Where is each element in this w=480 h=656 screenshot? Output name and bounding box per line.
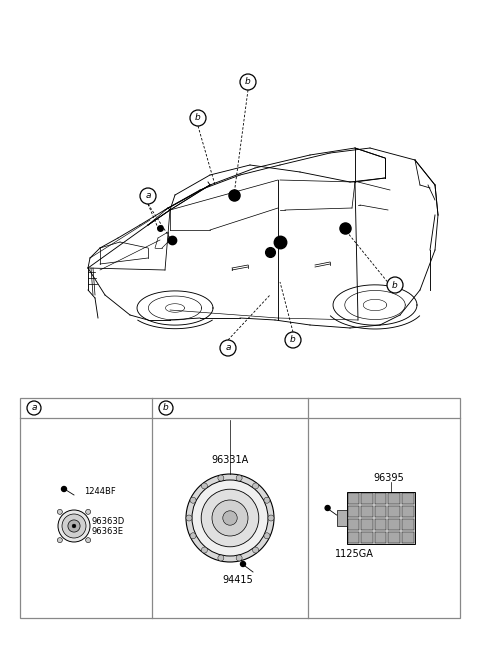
- Bar: [402, 506, 414, 517]
- Circle shape: [58, 510, 90, 542]
- Text: 96363E: 96363E: [91, 527, 123, 535]
- Circle shape: [85, 538, 91, 543]
- Bar: [388, 506, 400, 517]
- Text: 96331A: 96331A: [211, 455, 249, 465]
- Circle shape: [202, 547, 207, 553]
- Bar: [402, 532, 414, 543]
- Circle shape: [201, 489, 259, 547]
- Text: b: b: [290, 335, 296, 344]
- Circle shape: [57, 509, 62, 514]
- Bar: [402, 519, 414, 530]
- Circle shape: [68, 520, 80, 532]
- Text: b: b: [195, 113, 201, 123]
- Circle shape: [325, 506, 330, 510]
- Bar: [402, 493, 414, 504]
- Bar: [361, 519, 373, 530]
- Bar: [388, 519, 400, 530]
- Text: a: a: [145, 192, 151, 201]
- Text: 1125GA: 1125GA: [335, 549, 373, 559]
- Circle shape: [264, 533, 270, 539]
- Circle shape: [190, 497, 196, 503]
- Bar: [348, 506, 359, 517]
- Circle shape: [212, 500, 248, 536]
- Circle shape: [236, 555, 242, 561]
- Circle shape: [57, 538, 62, 543]
- Circle shape: [220, 340, 236, 356]
- Circle shape: [190, 110, 206, 126]
- Circle shape: [61, 487, 67, 491]
- Bar: [388, 493, 400, 504]
- Circle shape: [202, 483, 207, 489]
- Bar: [375, 519, 386, 530]
- Bar: [20, 398, 460, 618]
- Text: 96395: 96395: [373, 473, 404, 483]
- Circle shape: [268, 515, 274, 521]
- Bar: [348, 519, 359, 530]
- Bar: [361, 493, 373, 504]
- Circle shape: [159, 401, 173, 415]
- Bar: [361, 532, 373, 543]
- Text: a: a: [31, 403, 37, 413]
- Circle shape: [223, 511, 237, 525]
- Circle shape: [85, 509, 91, 514]
- Circle shape: [252, 483, 259, 489]
- Text: 1244BF: 1244BF: [84, 487, 116, 497]
- Circle shape: [186, 474, 274, 562]
- Text: 94415: 94415: [223, 575, 253, 585]
- Text: b: b: [163, 403, 169, 413]
- Text: a: a: [225, 344, 231, 352]
- Circle shape: [240, 74, 256, 90]
- Circle shape: [264, 497, 270, 503]
- Circle shape: [62, 514, 86, 538]
- Bar: [348, 532, 359, 543]
- Circle shape: [140, 188, 156, 204]
- Circle shape: [387, 277, 403, 293]
- Circle shape: [285, 332, 301, 348]
- Circle shape: [218, 555, 224, 561]
- Bar: [375, 493, 386, 504]
- Bar: [347, 492, 415, 544]
- Bar: [375, 532, 386, 543]
- Text: b: b: [245, 77, 251, 87]
- Circle shape: [192, 480, 268, 556]
- Circle shape: [218, 475, 224, 481]
- Text: 96363D: 96363D: [91, 518, 124, 527]
- Circle shape: [72, 524, 76, 528]
- Circle shape: [240, 562, 245, 567]
- Bar: [361, 506, 373, 517]
- Circle shape: [236, 475, 242, 481]
- Bar: [348, 493, 359, 504]
- Text: b: b: [392, 281, 398, 289]
- Circle shape: [252, 547, 259, 553]
- Circle shape: [190, 533, 196, 539]
- Bar: [336, 510, 347, 526]
- Bar: [388, 532, 400, 543]
- Circle shape: [186, 515, 192, 521]
- Bar: [375, 506, 386, 517]
- Circle shape: [27, 401, 41, 415]
